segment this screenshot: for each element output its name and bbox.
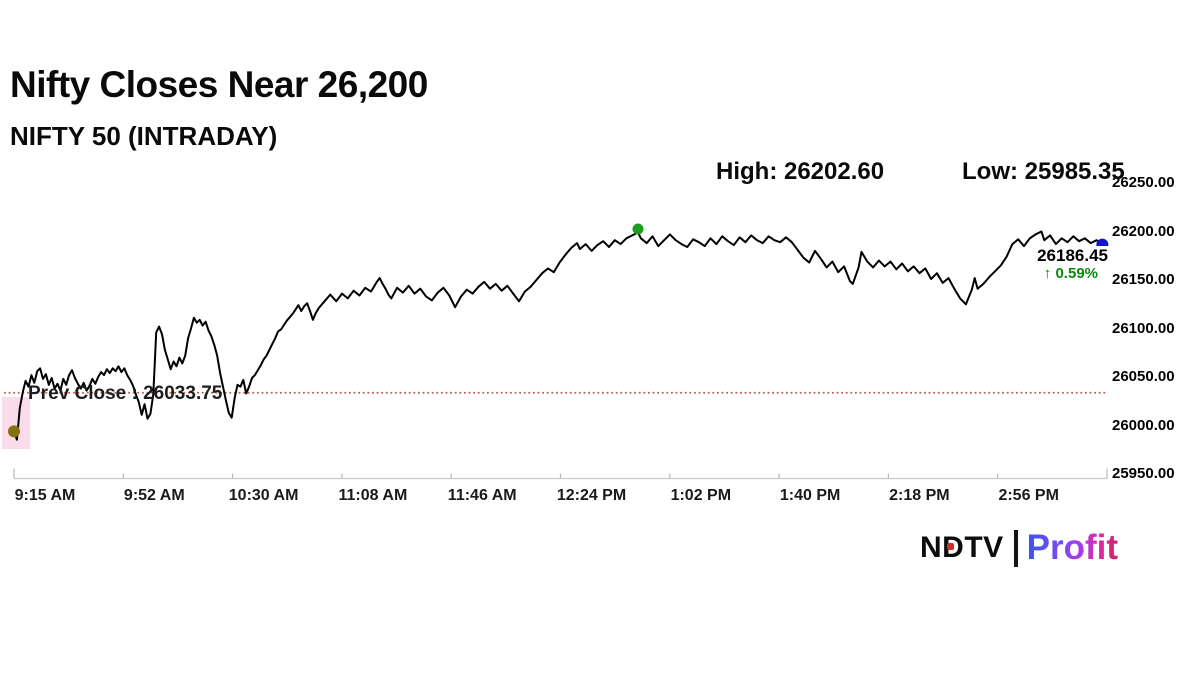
y-tick-label: 26050.00 xyxy=(1112,368,1175,385)
last-price-label: 26186.45 xyxy=(1035,246,1110,266)
x-tick-label: 11:08 AM xyxy=(338,487,408,504)
profit-logo-text: Profit xyxy=(1026,528,1119,567)
last-change-label: ↑ 0.59% xyxy=(1043,265,1098,282)
y-tick-label: 26250.00 xyxy=(1112,174,1175,191)
start-highlight-band xyxy=(2,397,30,449)
price-line xyxy=(13,230,1104,441)
x-tick-label: 1:40 PM xyxy=(779,487,841,504)
x-tick-label: 1:02 PM xyxy=(670,487,732,504)
x-tick-label: 9:15 AM xyxy=(14,487,76,504)
x-tick-label: 2:18 PM xyxy=(889,487,950,504)
start-marker-dot xyxy=(8,425,20,438)
x-tick-label: 12:24 PM xyxy=(556,487,627,504)
x-tick-label: 10:30 AM xyxy=(228,487,299,504)
prev-close-label: Prev Close : 26033.75 xyxy=(28,383,223,404)
x-tick-label: 11:46 AM xyxy=(447,487,517,504)
ndtv-logo-text: NDTV xyxy=(920,531,1004,564)
chart-subtitle: NIFTY 50 (INTRADAY) xyxy=(10,121,278,151)
x-tick-label: 2:56 PM xyxy=(998,487,1059,504)
low-value-label: Low: 25985.35 xyxy=(962,158,1125,185)
x-tick-label: 9:52 AM xyxy=(123,487,185,504)
y-tick-label: 26100.00 xyxy=(1112,319,1175,337)
y-tick-label: 26000.00 xyxy=(1112,416,1175,434)
page-title: Nifty Closes Near 26,200 xyxy=(10,64,428,105)
y-tick-label: 25950.00 xyxy=(1112,465,1175,482)
ndtv-profit-logo: NDTV Profit xyxy=(920,528,1118,568)
logo-divider xyxy=(1013,529,1018,567)
ndtv-red-dot-icon xyxy=(947,543,954,550)
y-tick-label: 26150.00 xyxy=(1112,271,1175,288)
y-tick-label: 26200.00 xyxy=(1112,222,1175,240)
high-value-label: High: 26202.60 xyxy=(716,158,885,185)
high-marker-dot xyxy=(632,223,644,235)
